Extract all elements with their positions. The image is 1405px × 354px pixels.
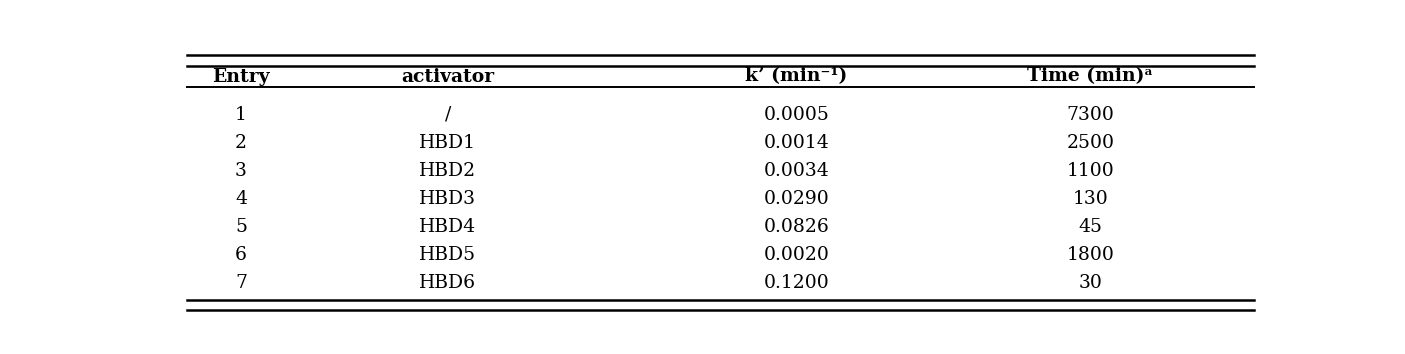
Text: k’ (min⁻¹): k’ (min⁻¹)	[745, 68, 847, 86]
Text: 2500: 2500	[1066, 134, 1114, 152]
Text: 0.0005: 0.0005	[763, 106, 829, 124]
Text: HBD1: HBD1	[419, 134, 476, 152]
Text: 0.0034: 0.0034	[763, 162, 829, 180]
Text: 7: 7	[235, 274, 247, 292]
Text: HBD2: HBD2	[419, 162, 476, 180]
Text: 4: 4	[235, 190, 247, 208]
Text: 5: 5	[235, 218, 247, 236]
Text: Time (min)ᵃ: Time (min)ᵃ	[1027, 68, 1154, 86]
Text: 0.1200: 0.1200	[763, 274, 829, 292]
Text: 45: 45	[1078, 218, 1103, 236]
Text: 3: 3	[235, 162, 247, 180]
Text: 1800: 1800	[1066, 246, 1114, 264]
Text: activator: activator	[402, 68, 495, 86]
Text: HBD4: HBD4	[419, 218, 476, 236]
Text: HBD6: HBD6	[419, 274, 476, 292]
Text: 130: 130	[1072, 190, 1109, 208]
Text: 1100: 1100	[1066, 162, 1114, 180]
Text: 7300: 7300	[1066, 106, 1114, 124]
Text: 0.0014: 0.0014	[763, 134, 829, 152]
Text: Entry: Entry	[212, 68, 270, 86]
Text: /: /	[444, 106, 451, 124]
Text: HBD5: HBD5	[419, 246, 476, 264]
Text: 2: 2	[235, 134, 247, 152]
Text: 0.0826: 0.0826	[763, 218, 829, 236]
Text: 0.0020: 0.0020	[763, 246, 829, 264]
Text: 0.0290: 0.0290	[763, 190, 829, 208]
Text: HBD3: HBD3	[419, 190, 476, 208]
Text: 6: 6	[235, 246, 247, 264]
Text: 1: 1	[235, 106, 247, 124]
Text: 30: 30	[1079, 274, 1102, 292]
